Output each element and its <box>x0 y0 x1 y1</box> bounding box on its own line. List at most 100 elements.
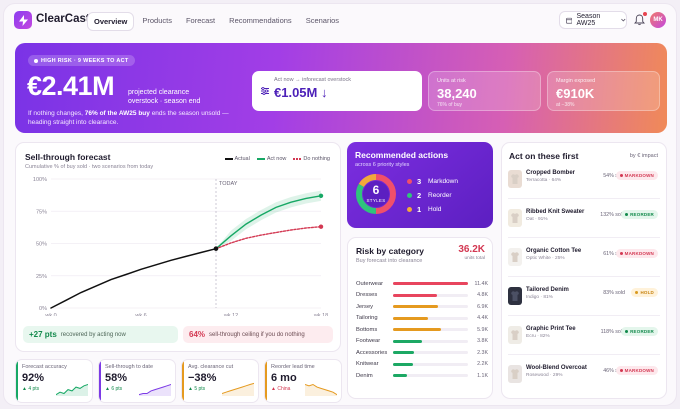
product-name: Organic Cotton Tee <box>526 248 582 254</box>
hero-desc-post: ends the season unsold — heading straigh… <box>28 110 229 126</box>
risk-title: Risk by category <box>356 246 425 256</box>
act-list-title: Act on these first <box>509 151 579 161</box>
act-item[interactable]: Graphic Print Tee Ecru · 82% 118% sold REOR… <box>508 319 660 351</box>
category-name: Denim <box>356 372 373 379</box>
product-sold: 132% sold <box>600 212 625 218</box>
notifications-button[interactable] <box>634 12 647 27</box>
action-markdown[interactable]: 3 Markdown <box>407 177 458 186</box>
divider <box>508 198 660 199</box>
action-badge[interactable]: REORDER <box>621 210 658 219</box>
tab-products[interactable]: Products <box>142 16 172 25</box>
mini-kpi-value: 58% <box>105 372 128 384</box>
action-badge[interactable]: MARKDOWN <box>615 366 658 375</box>
category-row[interactable]: Footwear 3.8K <box>356 336 488 347</box>
note-ceiling-text: sell-through ceiling if you do nothing <box>209 331 305 338</box>
mini-kpi-label: Avg. clearance cut <box>188 364 234 370</box>
action-reorder[interactable]: 2 Reorder <box>407 191 451 200</box>
hero-description: If nothing changes, 76% of the AW25 buy … <box>28 110 248 127</box>
category-bar-fill <box>393 316 428 320</box>
hold-label: Hold <box>428 206 442 213</box>
mini-kpi-3[interactable]: Avg. clearance cut −38% ▲ 5 pts <box>181 359 259 403</box>
product-sold: 46% sold <box>603 368 625 374</box>
series-line-act-now <box>215 195 322 250</box>
action-badge[interactable]: MARKDOWN <box>615 249 658 258</box>
act-on-these-card: Act on these first by € impact Cropped B… <box>501 142 667 399</box>
action-badge[interactable]: REORDER <box>621 327 658 336</box>
mini-kpi-4[interactable]: Reorder lead time 6 mo ▲ China <box>264 359 342 403</box>
category-row[interactable]: Bottoms 5.9K <box>356 324 488 335</box>
action-badge[interactable]: MARKDOWN <box>615 171 658 180</box>
category-bar-fill <box>393 362 413 366</box>
avatar[interactable]: MK <box>650 12 666 28</box>
legend-do-nothing-label: Do nothing <box>303 156 330 162</box>
series-end-point <box>318 224 324 229</box>
category-name: Dresses <box>356 292 378 298</box>
category-name: Outerwear <box>356 280 384 287</box>
markdown-count: 3 <box>417 177 422 186</box>
kpi-units-at-risk: Units at risk 38,240 76% of buy <box>428 71 541 111</box>
hero-desc-pre: If nothing changes, <box>28 110 85 117</box>
risk-subtitle: Buy forecast into clearance <box>356 258 423 264</box>
mini-kpi-delta: ▲ 6 pts <box>105 386 123 392</box>
badge-dot <box>619 174 623 177</box>
mini-kpi-sparkline <box>305 383 337 396</box>
action-hold[interactable]: 1 Hold <box>407 205 441 214</box>
mini-kpi-value: 6 mo <box>271 372 297 384</box>
category-bar-fill <box>393 282 468 285</box>
tab-overview[interactable]: Overview <box>87 12 135 31</box>
y-tick-label: 100% <box>33 177 47 183</box>
divider <box>508 237 660 238</box>
app-name: ClearCast <box>36 13 90 25</box>
act-item[interactable]: Organic Cotton Tee Optic White · 25% 61% s… <box>508 241 660 273</box>
category-bar-fill <box>393 293 437 297</box>
sellthrough-card: Sell-through forecast Cumulative % of bu… <box>15 142 341 352</box>
tab-forecast[interactable]: Forecast <box>185 16 216 25</box>
product-meta: Oat · 91% <box>526 217 548 222</box>
category-row[interactable]: Jersey 6.9K <box>356 301 488 312</box>
kpi-margin-exposed: Margin exposed €910K at −38% <box>547 71 660 111</box>
kpi-act-now-label: Act now → inforecast overstock <box>274 77 352 83</box>
garment-icon <box>511 174 519 184</box>
act-item[interactable]: Tailored Denim Indigo · 81% 83% sold HOLD <box>508 280 660 312</box>
kpi-act-now[interactable]: Act now → inforecast overstock €1.05M ↓ <box>252 71 422 111</box>
category-row[interactable]: Accessories 2.3K <box>356 347 488 358</box>
markdown-dot <box>407 179 412 184</box>
mini-kpi-2[interactable]: Sell-through to date 58% ▲ 6 pts <box>98 359 176 403</box>
tab-scenarios[interactable]: Scenarios <box>305 16 340 25</box>
category-row[interactable]: Knitwear 2.2K <box>356 359 488 370</box>
mini-kpi-delta: ▲ China <box>271 386 291 392</box>
badge-label: MARKDOWN <box>624 251 654 256</box>
reorder-dot <box>407 193 412 198</box>
act-item[interactable]: Ribbed Knit Sweater Oat · 91% 132% sold REO… <box>508 202 660 234</box>
donut-total-label: STYLES <box>366 198 386 203</box>
product-thumbnail <box>508 209 522 227</box>
act-item[interactable]: Cropped Bomber Terracotta · 64% 54% sold MA… <box>508 163 660 195</box>
category-value: 1.1K <box>477 372 488 379</box>
mini-kpi-1[interactable]: Forecast accuracy 92% ▲ 4 pts <box>15 359 93 403</box>
season-selector[interactable]: Season AW25 <box>559 11 627 29</box>
kpi-margin-value: €910K <box>556 86 595 101</box>
risk-pill: HIGH RISK · 9 WEEKS TO ACT <box>28 55 135 66</box>
category-name: Knitwear <box>356 361 379 367</box>
calendar-icon <box>566 17 573 24</box>
kpi-act-now-value: €1.05M ↓ <box>274 85 328 100</box>
risk-total: 36.2K <box>458 244 485 255</box>
action-badge[interactable]: HOLD <box>631 288 658 297</box>
act-list-sort[interactable]: by € impact <box>629 153 658 159</box>
category-bar-fill <box>393 374 407 377</box>
act-item[interactable]: Wool-Blend Overcoat Rosewood · 29% 46% sol… <box>508 358 660 390</box>
category-row[interactable]: Dresses 4.8K <box>356 290 488 301</box>
tab-recommendations[interactable]: Recommendations <box>229 16 292 25</box>
recommended-actions-card[interactable]: Recommended actions across 6 priority st… <box>347 142 493 228</box>
mini-kpi-label: Sell-through to date <box>105 364 154 370</box>
x-tick-label: wk 0 <box>44 313 56 316</box>
category-row[interactable]: Tailoring 4.4K <box>356 313 488 324</box>
today-point <box>213 246 219 251</box>
kpi-units-sub: 76% of buy <box>437 102 463 108</box>
category-row[interactable]: Outerwear 11.4K <box>356 278 488 289</box>
logo-icon[interactable] <box>14 11 32 29</box>
category-row[interactable]: Denim 1.1K <box>356 370 488 381</box>
category-value: 3.8K <box>477 338 488 344</box>
note-recovered-text: recovered by acting now <box>60 331 126 338</box>
divider <box>508 354 660 355</box>
